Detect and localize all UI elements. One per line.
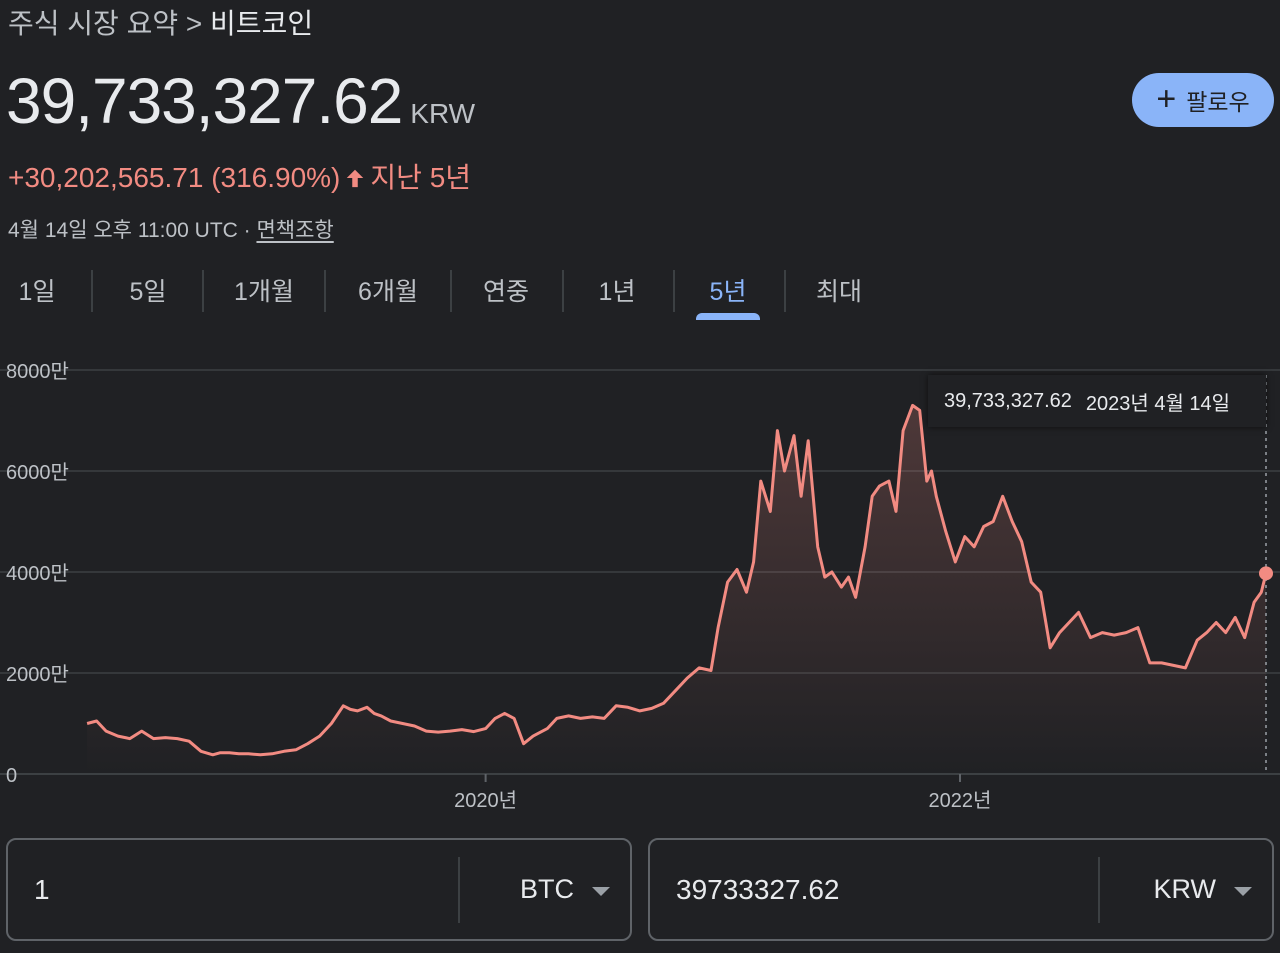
y-tick-label: 4000만 (6, 562, 69, 585)
follow-button[interactable]: + 팔로우 (1132, 73, 1274, 127)
plus-icon: + (1156, 79, 1177, 118)
breadcrumb: 주식 시장 요약 > 비트코인 (8, 2, 313, 42)
timestamp-text: 4월 14일 오후 11:00 UTC · (8, 219, 257, 242)
converter-divider (458, 856, 460, 923)
chart-tooltip: 39,733,327.62 2023년 4월 14일 (928, 375, 1266, 427)
tab-1d[interactable]: 1일 (18, 278, 56, 306)
disclaimer-link[interactable]: 면책조항 (256, 219, 334, 242)
timestamp: 4월 14일 오후 11:00 UTC · 면책조항 (8, 214, 334, 244)
breadcrumb-parent[interactable]: 주식 시장 요약 (8, 8, 179, 39)
tab-divider (784, 270, 786, 312)
tab-5d[interactable]: 5일 (129, 278, 167, 306)
tab-divider (91, 270, 93, 312)
y-tick-label: 8000만 (6, 360, 69, 383)
from-amount-input[interactable]: 1 (34, 873, 50, 905)
tooltip-date: 2023년 4월 14일 (1085, 392, 1231, 415)
change-value: +30,202,565.71 (316.90%) (8, 162, 341, 193)
tab-1m[interactable]: 1개월 (234, 278, 294, 306)
y-tick-label: 6000만 (6, 461, 69, 484)
to-currency-select[interactable]: KRW (1100, 874, 1272, 905)
breadcrumb-current: 비트코인 (210, 8, 314, 39)
y-tick-label: 0 (6, 765, 17, 787)
tab-divider (673, 270, 675, 312)
range-tabs: 1일 5일 1개월 6개월 연중 1년 5년 최대 (0, 262, 890, 322)
tab-divider (324, 270, 326, 312)
active-tab-indicator (696, 313, 760, 320)
price-row: 39,733,327.62 KRW (6, 64, 475, 138)
price-change: +30,202,565.71 (316.90%) 지난 5년 (8, 156, 471, 196)
x-tick-label: 2022년 (929, 789, 992, 812)
x-tick-label: 2020년 (454, 789, 517, 812)
price-chart[interactable]: 8000만 6000만 4000만 2000만 0 2020년 2022년 (0, 350, 1280, 820)
price-area (87, 405, 1267, 774)
price-currency: KRW (410, 98, 476, 129)
converter-from: 1 BTC (6, 838, 632, 941)
tab-ytd[interactable]: 연중 (482, 278, 529, 306)
chevron-down-icon (1234, 887, 1252, 896)
from-currency-select[interactable]: BTC (460, 874, 630, 905)
breadcrumb-separator: > (185, 8, 203, 39)
tab-divider (450, 270, 452, 312)
y-tick-label: 2000만 (6, 663, 69, 686)
change-period: 지난 5년 (370, 162, 472, 193)
tab-max[interactable]: 최대 (815, 278, 862, 306)
from-currency-label: BTC (520, 874, 574, 904)
tab-1y[interactable]: 1년 (598, 278, 636, 306)
to-amount-input[interactable]: 39733327.62 (676, 873, 840, 905)
tab-6m[interactable]: 6개월 (358, 278, 418, 306)
current-point (1259, 566, 1273, 581)
current-price: 39,733,327.62 (6, 65, 403, 137)
tab-divider (562, 270, 564, 312)
tab-divider (202, 270, 204, 312)
arrow-up-icon (347, 169, 364, 188)
to-currency-label: KRW (1153, 874, 1216, 904)
converter-to: 39733327.62 KRW (648, 838, 1274, 941)
tab-5y[interactable]: 5년 (709, 278, 747, 306)
chevron-down-icon (592, 887, 610, 896)
price-line (86, 403, 1268, 757)
converter-divider (1098, 856, 1100, 923)
follow-button-label: 팔로우 (1186, 89, 1250, 115)
tooltip-value: 39,733,327.62 (944, 389, 1072, 412)
